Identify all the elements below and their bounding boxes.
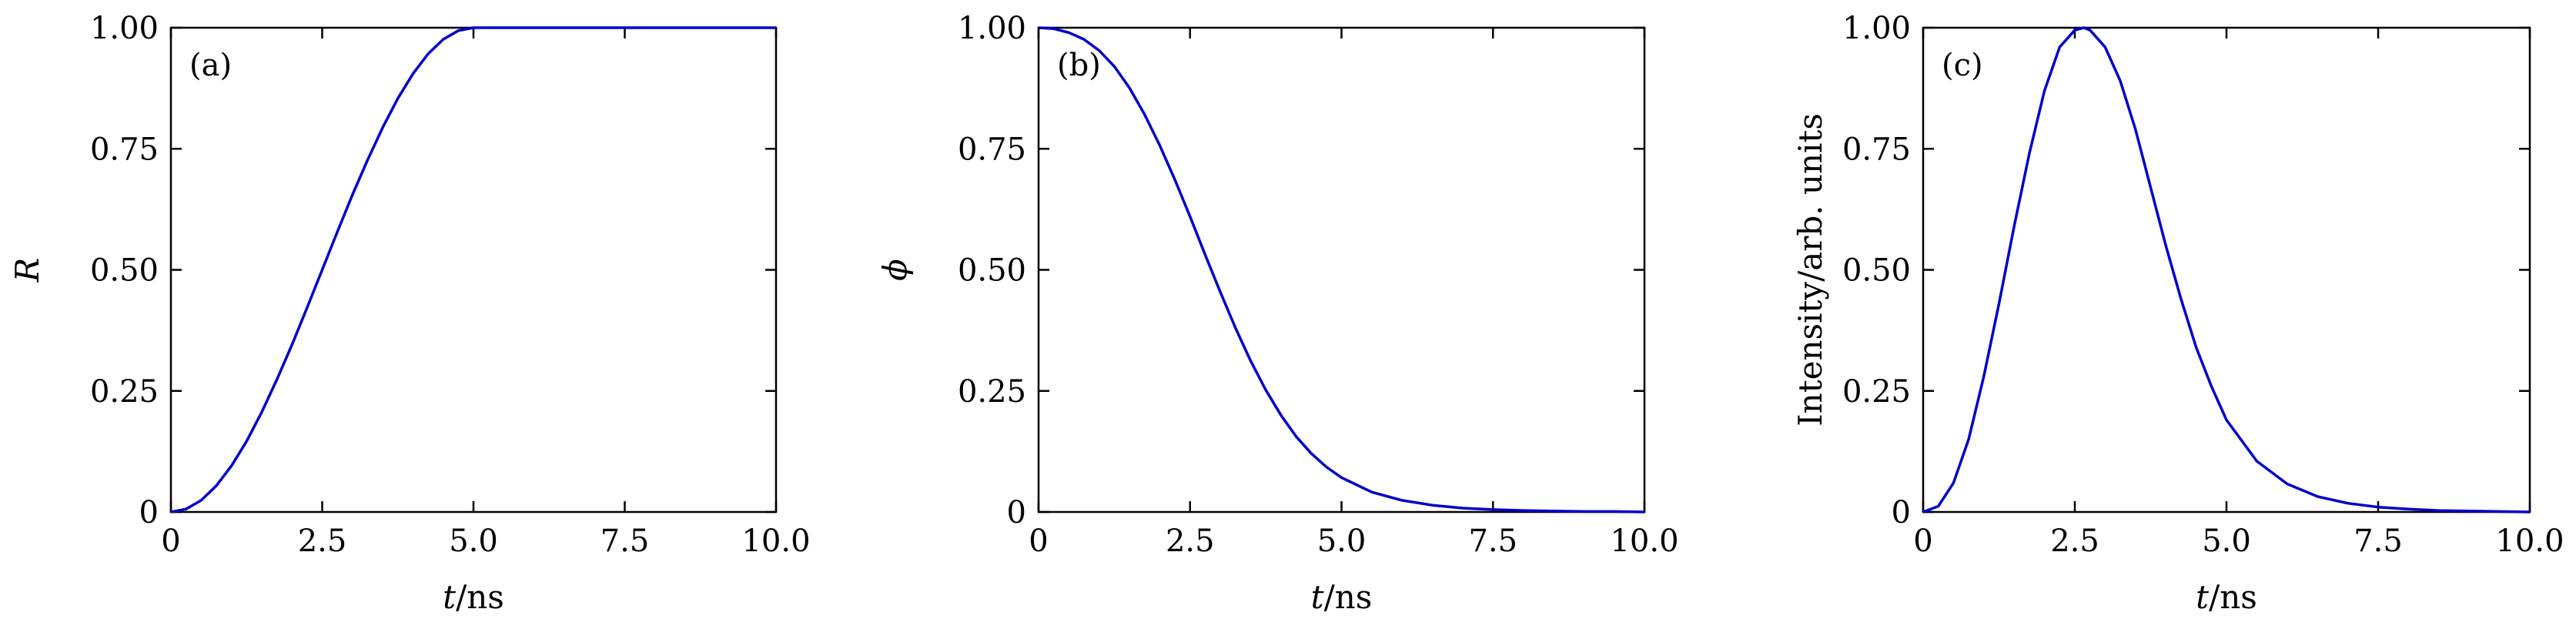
x-axis-label: t/ns [1311, 578, 1373, 616]
y-tick-label: 1.00 [90, 11, 159, 46]
x-axis-variable: t [1311, 578, 1324, 616]
panel-tag: (c) [1942, 48, 1983, 83]
x-tick-label: 5.0 [449, 524, 498, 559]
y-tick-label: 0.25 [90, 374, 159, 410]
y-tick-label: 0.75 [958, 132, 1026, 167]
y-tick-label: 0.50 [1842, 253, 1911, 289]
x-tick-label: 10.0 [741, 524, 810, 559]
x-axis-label: t/ns [2196, 578, 2257, 616]
x-axis-label: t/ns [443, 578, 504, 616]
x-tick-label: 10.0 [2495, 524, 2564, 559]
y-tick-label: 0.25 [958, 374, 1026, 410]
y-tick-label: 0 [139, 495, 159, 530]
series-line [1922, 26, 2531, 514]
x-tick-label: 2.5 [298, 524, 347, 559]
y-tick-label: 0.75 [90, 132, 159, 167]
x-tick-label: 7.5 [1468, 524, 1517, 559]
x-axis-unit: /ns [456, 578, 504, 616]
plot-frame [1922, 26, 2531, 514]
plot-frame [1037, 26, 1646, 514]
x-tick-label: 7.5 [601, 524, 650, 559]
panel-tag: (a) [189, 48, 232, 83]
x-tick-label: 0 [1913, 524, 1932, 559]
y-tick-label: 1.00 [958, 11, 1026, 46]
y-tick-label: 0 [1007, 495, 1026, 530]
panel-tag: (b) [1057, 48, 1101, 83]
x-tick-label: 0 [161, 524, 180, 559]
x-tick-label: 5.0 [1317, 524, 1367, 559]
panel-c: 0 0.25 0.50 0.75 1.00 0 2.5 5.0 7.5 10.0 (c) t/ns In… [1791, 11, 2564, 616]
x-tick-label: 0 [1029, 524, 1048, 559]
x-tick-label: 2.5 [1166, 524, 1215, 559]
x-axis-variable: t [443, 578, 456, 616]
plot-frame [169, 26, 778, 514]
y-tick-label: 0.25 [1842, 374, 1911, 410]
x-tick-label: 7.5 [2354, 524, 2403, 559]
y-axis-label: ϕ [876, 259, 914, 281]
x-axis-variable: t [2196, 578, 2209, 616]
y-axis-label: R [8, 258, 46, 283]
y-tick-label: 0 [1892, 495, 1911, 530]
panel-a: 0 0.25 0.50 0.75 1.00 0 2.5 5.0 7.5 10.0 (a) t/ns R [8, 11, 811, 616]
y-tick-label: 0.50 [958, 253, 1026, 289]
x-axis-unit: /ns [1324, 578, 1373, 616]
x-tick-label: 10.0 [1610, 524, 1678, 559]
x-tick-label: 5.0 [2202, 524, 2251, 559]
panel-b: 0 0.25 0.50 0.75 1.00 0 2.5 5.0 7.5 10.0 (b) t/ns ϕ [876, 11, 1679, 616]
y-tick-label: 1.00 [1842, 11, 1911, 46]
series-line [170, 26, 776, 514]
x-axis-unit: /ns [2209, 578, 2257, 616]
y-axis-label: Intensity/arb. units [1791, 113, 1829, 427]
series-line [1038, 26, 1645, 514]
y-tick-label: 0.75 [1842, 132, 1911, 167]
y-tick-label: 0.50 [90, 253, 159, 289]
x-tick-label: 2.5 [2050, 524, 2099, 559]
